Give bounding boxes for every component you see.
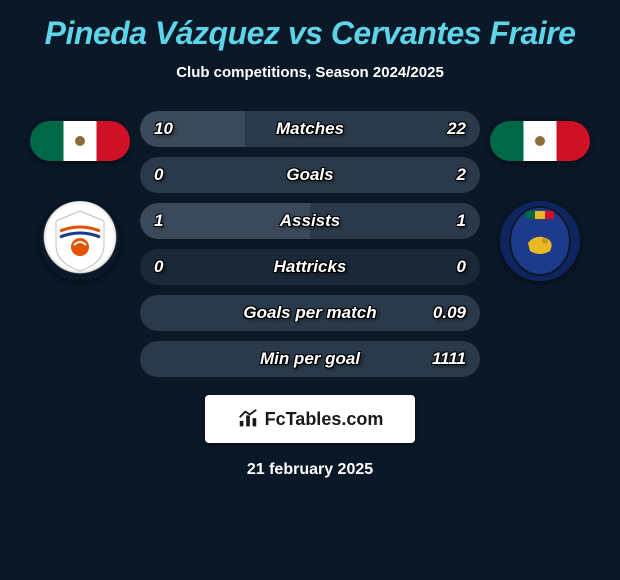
stats-column: 10 Matches 22 0 Goals 2 1 Assists 1: [140, 111, 480, 377]
stat-row-matches: 10 Matches 22: [140, 111, 480, 147]
left-player-column: [30, 111, 130, 281]
page-title: Pineda Vázquez vs Cervantes Fraire: [45, 15, 576, 52]
team-badge-icon: [500, 201, 580, 281]
stat-value-left: 10: [154, 119, 173, 139]
stat-row-mpg: Min per goal 1111: [140, 341, 480, 377]
stat-value-right: 1: [457, 211, 466, 231]
stat-value-left: 0: [154, 165, 163, 185]
stat-row-hattricks: 0 Hattricks 0: [140, 249, 480, 285]
right-player-column: [490, 111, 590, 281]
stat-value-right: 0.09: [433, 303, 466, 323]
badge-svg: [500, 201, 580, 281]
stat-value-right: 22: [447, 119, 466, 139]
stat-value-left: 0: [154, 257, 163, 277]
stat-label: Assists: [280, 211, 340, 231]
brand-text: FcTables.com: [265, 409, 384, 430]
comparison-card: Pineda Vázquez vs Cervantes Fraire Club …: [0, 0, 620, 479]
stat-label: Hattricks: [274, 257, 347, 277]
stat-value-right: 2: [457, 165, 466, 185]
stat-row-goals: 0 Goals 2: [140, 157, 480, 193]
team-badge-icon: [40, 201, 120, 281]
stat-label: Min per goal: [260, 349, 360, 369]
chart-icon: [237, 408, 259, 430]
stat-row-gpm: Goals per match 0.09: [140, 295, 480, 331]
brand-logo: FcTables.com: [205, 395, 415, 443]
stat-label: Matches: [276, 119, 344, 139]
date-text: 21 february 2025: [247, 461, 373, 479]
stat-label: Goals per match: [243, 303, 376, 323]
stat-label: Goals: [286, 165, 333, 185]
stat-value-right: 0: [457, 257, 466, 277]
stat-value-right: 1111: [432, 349, 466, 369]
flag-icon: [490, 121, 590, 161]
main-area: 10 Matches 22 0 Goals 2 1 Assists 1: [0, 111, 620, 377]
subtitle: Club competitions, Season 2024/2025: [176, 64, 444, 81]
stat-row-assists: 1 Assists 1: [140, 203, 480, 239]
stat-value-left: 1: [154, 211, 163, 231]
badge-svg: [40, 201, 120, 281]
flag-icon: [30, 121, 130, 161]
